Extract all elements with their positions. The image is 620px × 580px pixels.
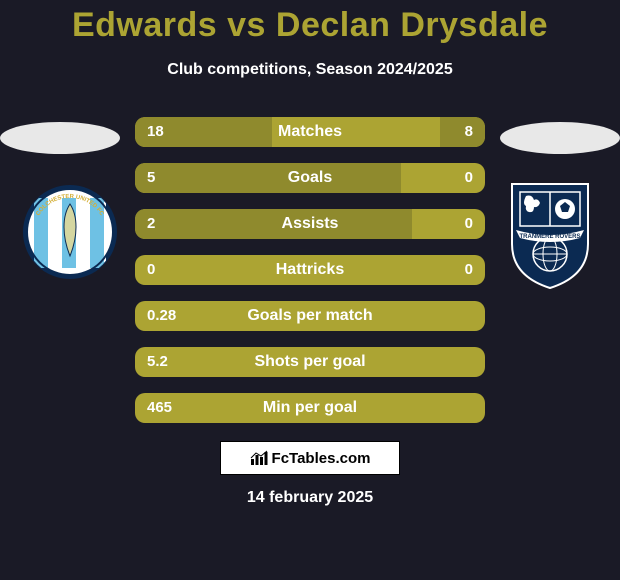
brand-watermark: FcTables.com <box>220 441 400 475</box>
stat-label: Matches <box>135 117 485 147</box>
bar-chart-icon <box>250 450 268 466</box>
stat-row-matches: 18 Matches 8 <box>135 117 485 147</box>
stat-label: Min per goal <box>135 393 485 423</box>
club-badge-left: COLCHESTER UNITED FC <box>22 176 118 289</box>
player-photo-placeholder-left <box>0 122 120 154</box>
svg-text:TRANMERE ROVERS: TRANMERE ROVERS <box>519 234 580 240</box>
stat-label: Shots per goal <box>135 347 485 377</box>
stat-label: Goals <box>135 163 485 193</box>
stat-row-shots-per-goal: 5.2 Shots per goal <box>135 347 485 377</box>
stat-row-goals: 5 Goals 0 <box>135 163 485 193</box>
club-badge-right: TRANMERE ROVERS <box>502 176 598 289</box>
stat-value-right: 0 <box>465 209 473 239</box>
page-subtitle: Club competitions, Season 2024/2025 <box>0 61 620 79</box>
stat-row-min-per-goal: 465 Min per goal <box>135 393 485 423</box>
stat-value-right: 8 <box>465 117 473 147</box>
page-title: Edwards vs Declan Drysdale <box>0 0 620 45</box>
stat-row-hattricks: 0 Hattricks 0 <box>135 255 485 285</box>
stat-value-right: 0 <box>465 255 473 285</box>
stat-label: Goals per match <box>135 301 485 331</box>
brand-text: FcTables.com <box>272 450 371 467</box>
stat-row-goals-per-match: 0.28 Goals per match <box>135 301 485 331</box>
stat-value-right: 0 <box>465 163 473 193</box>
stat-label: Assists <box>135 209 485 239</box>
stat-label: Hattricks <box>135 255 485 285</box>
player-photo-placeholder-right <box>500 122 620 154</box>
stat-row-assists: 2 Assists 0 <box>135 209 485 239</box>
date-text: 14 february 2025 <box>0 489 620 507</box>
stats-table: 18 Matches 8 5 Goals 0 2 Assists 0 0 Hat… <box>135 117 485 423</box>
